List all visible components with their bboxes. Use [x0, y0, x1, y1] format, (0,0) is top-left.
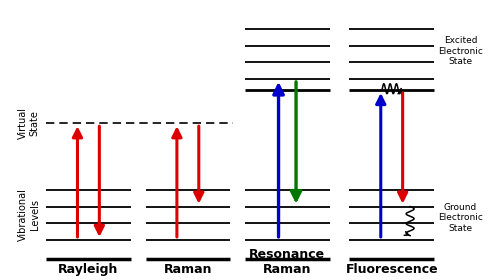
Text: Fluorescence: Fluorescence [346, 263, 438, 276]
Text: Rayleigh: Rayleigh [58, 263, 118, 276]
Text: Ground
Electronic
State: Ground Electronic State [438, 203, 483, 232]
Text: Raman: Raman [164, 263, 212, 276]
Text: Vibrational
Levels: Vibrational Levels [18, 188, 40, 241]
Text: Virtual
State: Virtual State [18, 107, 40, 139]
Text: Resonance
Raman: Resonance Raman [249, 248, 326, 276]
Text: Excited
Electronic
State: Excited Electronic State [438, 36, 483, 66]
